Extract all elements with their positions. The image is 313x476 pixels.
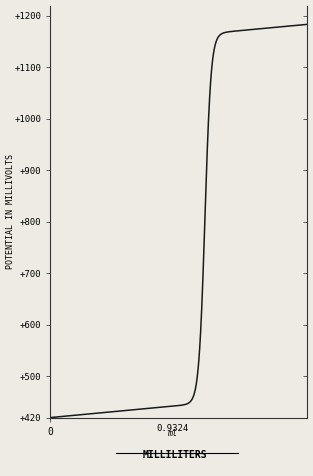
Y-axis label: POTENTIAL IN MILLIVOLTS: POTENTIAL IN MILLIVOLTS [6,154,15,269]
Text: 0.9324: 0.9324 [156,424,188,433]
Text: ml: ml [167,429,177,438]
Text: MILLILITERS: MILLILITERS [143,450,208,460]
